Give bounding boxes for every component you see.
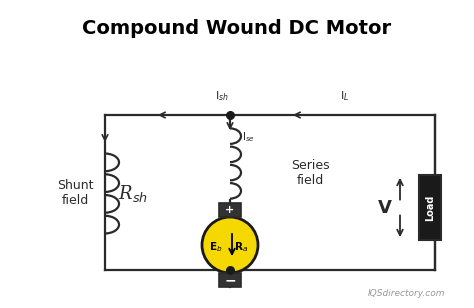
FancyBboxPatch shape xyxy=(219,273,241,287)
Text: Shunt
field: Shunt field xyxy=(57,179,93,207)
Text: I$_{se}$: I$_{se}$ xyxy=(242,130,255,144)
Text: +: + xyxy=(225,205,235,215)
FancyBboxPatch shape xyxy=(219,203,241,217)
Text: −: − xyxy=(224,273,236,287)
Text: Compound Wound DC Motor: Compound Wound DC Motor xyxy=(82,18,392,38)
Text: R$_{a}$: R$_{a}$ xyxy=(234,240,248,254)
Text: I$_{a}$: I$_{a}$ xyxy=(240,221,249,235)
Text: V: V xyxy=(378,198,392,217)
Text: E$_{b}$: E$_{b}$ xyxy=(209,240,222,254)
Text: I$_{L}$: I$_{L}$ xyxy=(340,89,350,103)
Circle shape xyxy=(202,217,258,273)
Text: IQSdirectory.com: IQSdirectory.com xyxy=(367,289,445,298)
FancyBboxPatch shape xyxy=(419,175,441,240)
Text: I$_{sh}$: I$_{sh}$ xyxy=(215,89,229,103)
Text: Load: Load xyxy=(425,194,435,221)
Text: R$_{sh}$: R$_{sh}$ xyxy=(118,183,148,204)
Text: Series
field: Series field xyxy=(291,159,329,187)
